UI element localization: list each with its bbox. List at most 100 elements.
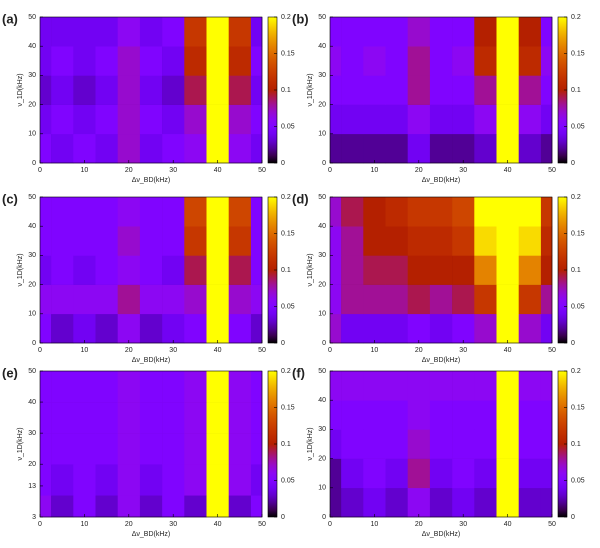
x-tick-label: 50 <box>258 167 266 174</box>
panel-label: (d) <box>292 191 309 206</box>
heat-cell <box>117 226 141 256</box>
colorbar-tick-label: 0 <box>571 514 575 521</box>
x-tick-label: 20 <box>415 167 423 174</box>
heat-cell <box>385 75 408 105</box>
heat-cell <box>363 371 386 401</box>
heat-cell <box>184 284 207 315</box>
colorbar-tick-label: 0.15 <box>281 50 295 57</box>
heat-cell <box>117 46 141 76</box>
heat-cell <box>73 104 96 135</box>
heat-cell <box>228 402 252 434</box>
heat-cell <box>206 46 229 76</box>
heat-cell <box>117 75 141 105</box>
x-tick-label: 40 <box>214 167 222 174</box>
heat-cell <box>407 226 431 256</box>
heat-cell <box>341 429 364 459</box>
y-tick-label: 10 <box>318 311 326 318</box>
heat-cell <box>184 197 207 227</box>
heat-cell <box>330 400 342 430</box>
heat-cell <box>429 226 453 256</box>
colorbar-tick-label: 0 <box>281 340 285 347</box>
y-tick-label: 0 <box>322 340 326 347</box>
plot-frame <box>39 196 263 344</box>
heat-cell <box>206 133 229 164</box>
heat-cell <box>162 433 185 465</box>
heat-cell <box>474 429 497 459</box>
heat-cell <box>73 313 96 344</box>
heat-cell <box>95 17 118 47</box>
heat-cell <box>73 464 96 496</box>
heat-cell <box>228 371 252 403</box>
y-tick-label: 0 <box>322 160 326 167</box>
heat-cell <box>40 371 52 403</box>
heat-cell <box>117 402 141 434</box>
heat-cell <box>184 133 207 164</box>
heat-cell <box>95 255 118 285</box>
heat-cell <box>250 255 263 285</box>
heat-cell <box>385 226 408 256</box>
heat-cell <box>385 104 408 135</box>
heat-cell <box>51 104 74 135</box>
heat-cell <box>117 104 141 135</box>
heat-cell <box>206 313 229 344</box>
heat-cell <box>250 284 263 315</box>
colorbar-tick-label: 0.2 <box>281 194 291 201</box>
heat-cell <box>385 133 408 164</box>
heat-cell <box>474 371 497 401</box>
heat-cell <box>206 197 229 227</box>
x-tick-label: 10 <box>81 521 89 528</box>
heat-cell <box>139 133 163 164</box>
colorbar-tick-label: 0.1 <box>571 87 581 94</box>
heat-cell <box>40 197 52 227</box>
heat-cell <box>474 487 497 518</box>
heat-cell <box>496 400 519 430</box>
heat-cell <box>51 495 74 518</box>
panel-label: (e) <box>2 365 18 380</box>
heat-cell <box>518 133 542 164</box>
heat-cell <box>139 197 163 227</box>
x-tick-label: 10 <box>371 347 379 354</box>
heat-cell <box>496 284 519 315</box>
x-tick-label: 40 <box>504 347 512 354</box>
y-axis-label: ν_1D(kHz) <box>307 427 314 460</box>
y-tick-label: 20 <box>28 101 36 108</box>
heat-cell <box>496 371 519 401</box>
x-tick-label: 10 <box>81 347 89 354</box>
heat-cell <box>250 464 263 496</box>
heat-cell <box>330 226 342 256</box>
heat-cell <box>429 284 453 315</box>
heat-cell <box>363 458 386 489</box>
heat-cell <box>452 284 475 315</box>
y-tick-label: 10 <box>318 131 326 138</box>
x-tick-label: 50 <box>258 521 266 528</box>
heat-cell <box>206 495 229 518</box>
heat-cell <box>407 133 431 164</box>
x-axis-label: Δν_BD(kHz) <box>422 357 461 364</box>
heat-cell <box>95 226 118 256</box>
heat-cell <box>496 197 519 227</box>
heat-cell <box>73 433 96 465</box>
heat-cell <box>518 46 542 76</box>
y-tick-label: 10 <box>28 131 36 138</box>
colorbar-tick-label: 0.2 <box>571 368 581 375</box>
panel-label: (a) <box>2 11 18 26</box>
heat-cell <box>540 255 553 285</box>
x-tick-label: 50 <box>548 347 556 354</box>
heat-cell <box>162 495 185 518</box>
heat-cell <box>452 75 475 105</box>
x-tick-label: 20 <box>415 347 423 354</box>
heat-cell <box>452 458 475 489</box>
heat-cell <box>73 75 96 105</box>
heat-cell <box>162 402 185 434</box>
heat-cell <box>184 433 207 465</box>
heat-cell <box>73 255 96 285</box>
heat-cell <box>117 433 141 465</box>
y-tick-label: 20 <box>28 461 36 468</box>
heat-cell <box>250 46 263 76</box>
heat-cell <box>518 487 542 518</box>
heat-cell <box>95 197 118 227</box>
colorbar-tick-label: 0.05 <box>571 123 585 130</box>
heat-cell <box>540 284 553 315</box>
heat-cell <box>540 458 553 489</box>
